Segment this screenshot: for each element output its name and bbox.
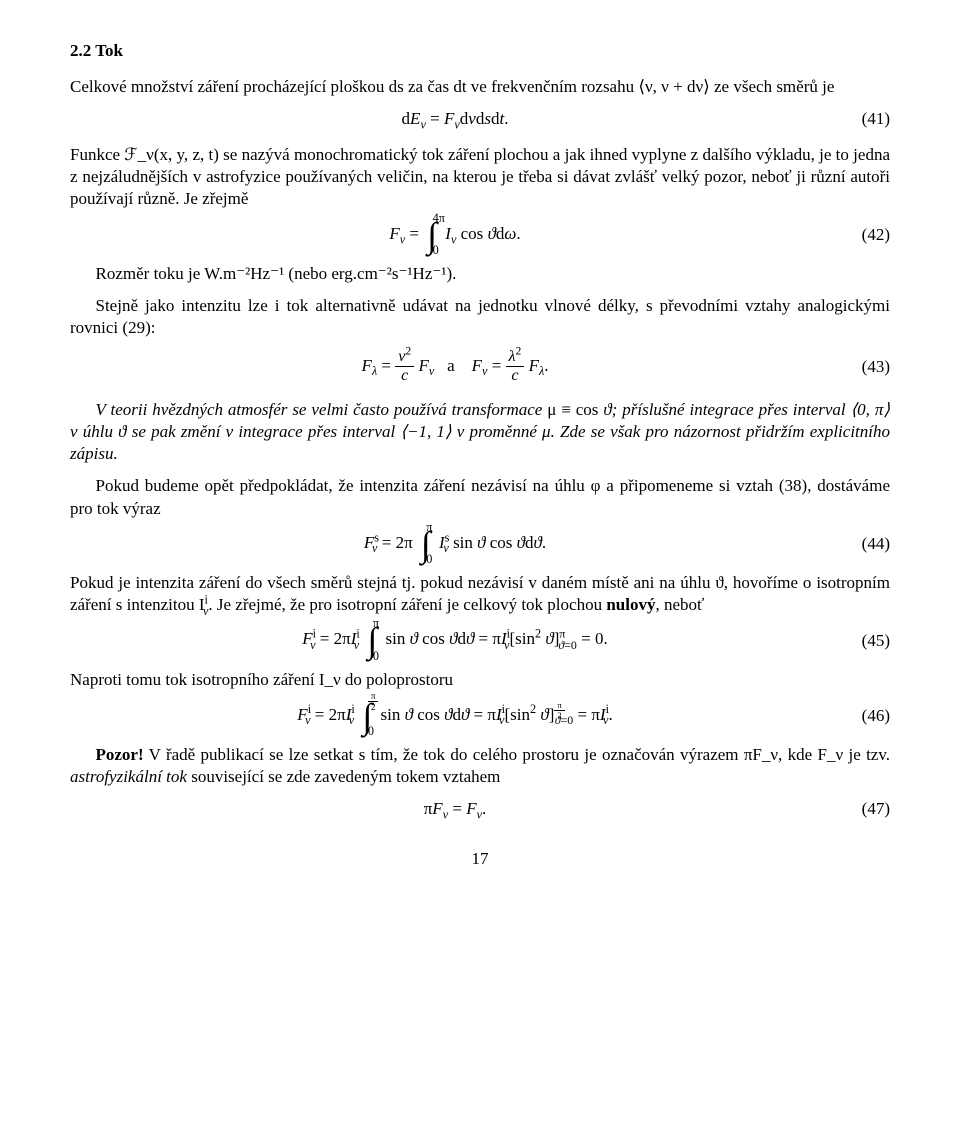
- paragraph-8: Pozor! V řadě publikací se lze setkat s …: [70, 744, 890, 788]
- equation-43-number: (43): [840, 356, 890, 378]
- equation-47-body: πFν = Fν.: [70, 798, 840, 820]
- para8-ital: astrofyzikální tok: [70, 767, 187, 786]
- equation-46: Fiν = 2πIiν π2∫0 sin ϑ cos ϑdϑ = πIiν[si…: [70, 701, 890, 730]
- equation-43-body: Fλ = ν2c Fν a Fν = λ2c Fλ.: [70, 349, 840, 385]
- equation-44-number: (44): [840, 533, 890, 555]
- equation-43: Fλ = ν2c Fν a Fν = λ2c Fλ. (43): [70, 349, 890, 385]
- paragraph-1: Celkové množství záření procházející plo…: [70, 76, 890, 98]
- page-number: 17: [70, 848, 890, 870]
- equation-42: Fν = 4π∫0 Iν cos ϑdω. (42): [70, 221, 890, 250]
- para8-bold: Pozor!: [96, 745, 144, 764]
- paragraph-6: Pokud je intenzita záření do všech směrů…: [70, 572, 890, 616]
- equation-42-number: (42): [840, 224, 890, 246]
- equation-45-number: (45): [840, 630, 890, 652]
- equation-41-body: dEν = Fνdνdsdt.: [70, 108, 840, 130]
- paragraph-7: Naproti tomu tok isotropního záření I_ν …: [70, 669, 890, 691]
- section-heading: 2.2 Tok: [70, 40, 890, 62]
- equation-46-body: Fiν = 2πIiν π2∫0 sin ϑ cos ϑdϑ = πIiν[si…: [70, 701, 840, 730]
- paragraph-3a: Rozměr toku je W.m⁻²Hz⁻¹ (nebo erg.cm⁻²s…: [70, 263, 890, 285]
- equation-41-number: (41): [840, 108, 890, 130]
- para4-pre: V teorii hvězdných atmosfér se velmi čas…: [96, 400, 548, 419]
- equation-47: πFν = Fν. (47): [70, 798, 890, 820]
- equation-45-body: Fiν = 2πIiν π∫0 sin ϑ cos ϑdϑ = πIiν[sin…: [70, 626, 840, 655]
- equation-41: dEν = Fνdνdsdt. (41): [70, 108, 890, 130]
- equation-45: Fiν = 2πIiν π∫0 sin ϑ cos ϑdϑ = πIiν[sin…: [70, 626, 890, 655]
- para6-b: . Je zřejmé, že pro isotropní záření je …: [208, 595, 606, 614]
- para8-text: V řadě publikací se lze setkat s tím, že…: [144, 745, 890, 764]
- paragraph-3b: Stejně jako intenzitu lze i tok alternat…: [70, 295, 890, 339]
- equation-47-number: (47): [840, 798, 890, 820]
- para8-text2: související se zde zavedeným tokem vztah…: [187, 767, 500, 786]
- equation-44-body: Fsν = 2π π∫0 Isν sin ϑ cos ϑdϑ.: [70, 530, 840, 559]
- paragraph-5: Pokud budeme opět předpokládat, že inten…: [70, 475, 890, 519]
- equation-46-number: (46): [840, 705, 890, 727]
- equation-44: Fsν = 2π π∫0 Isν sin ϑ cos ϑdϑ. (44): [70, 530, 890, 559]
- para6-bold: nulový: [606, 595, 655, 614]
- paragraph-4: V teorii hvězdných atmosfér se velmi čas…: [70, 399, 890, 465]
- paragraph-2: Funkce ℱ_ν(x, y, z, t) se nazývá monochr…: [70, 144, 890, 210]
- equation-42-body: Fν = 4π∫0 Iν cos ϑdω.: [70, 221, 840, 250]
- para6-c: , neboť: [655, 595, 704, 614]
